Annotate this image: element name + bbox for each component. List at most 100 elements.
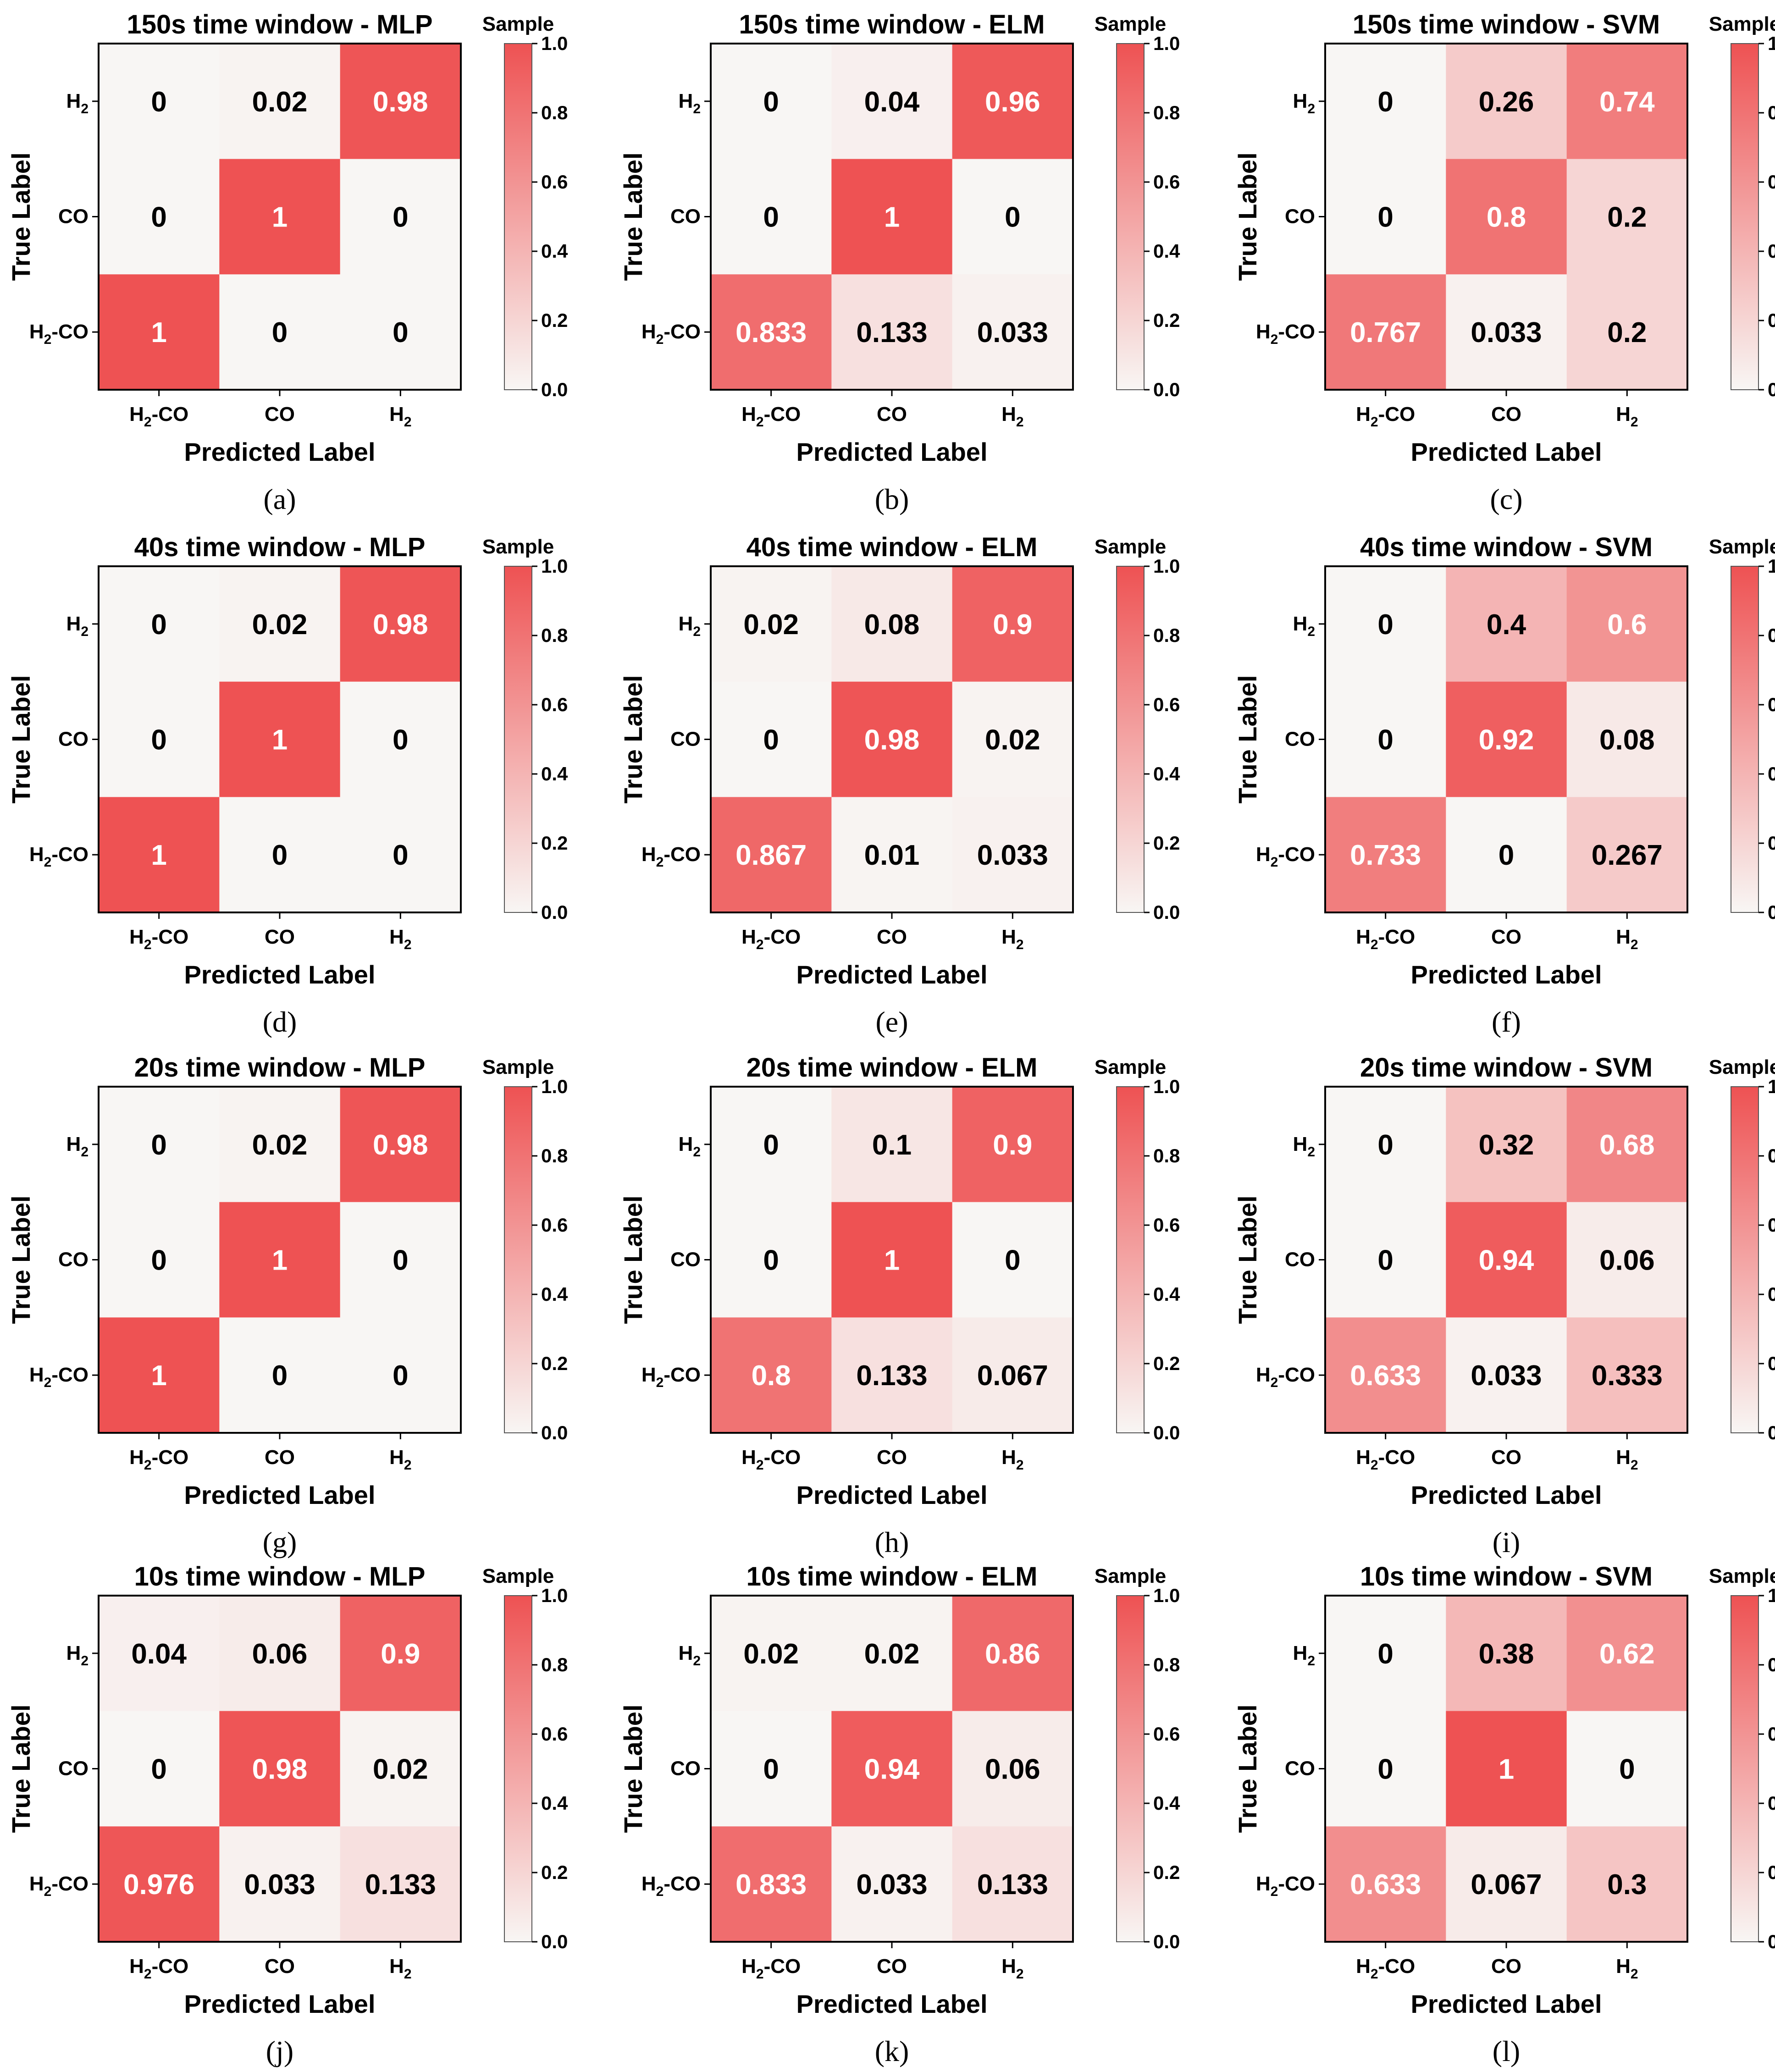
colorbar-title: Sample (1709, 1056, 1775, 1078)
cell-value: 0.2 (1607, 317, 1647, 348)
x-tick-label: CO (1491, 403, 1521, 425)
cell-value: 0.38 (1479, 1638, 1534, 1670)
heatmap-cell (952, 681, 1073, 797)
cell-value: 0 (1499, 840, 1514, 871)
x-tick-label: CO (265, 403, 295, 425)
y-tick-label: H2​ (66, 90, 88, 116)
heatmap-cell (1325, 1317, 1446, 1433)
x-tick-label: H2​-CO (741, 926, 801, 952)
colorbar-tick-label: 1.0 (1153, 33, 1180, 54)
x-tick-label: H2​ (1616, 1446, 1638, 1473)
x-tick-label: CO (265, 1955, 295, 1978)
heatmap-cell (711, 681, 832, 797)
x-tick-label: CO (1491, 1955, 1521, 1978)
colorbar-tick-label: 0.6 (1768, 1214, 1775, 1236)
heatmap-cell (340, 797, 461, 913)
cell-value: 1 (151, 1360, 166, 1392)
y-tick-label: H2​-CO (641, 843, 701, 870)
colorbar-tick-label: 0.8 (1153, 1145, 1180, 1166)
cell-value: 0.033 (977, 840, 1048, 871)
cell-value: 0.2 (1607, 202, 1647, 233)
colorbar-tick-label: 0.0 (1153, 901, 1180, 923)
heatmap-cell (219, 681, 341, 797)
colorbar-title: Sample (1095, 1056, 1167, 1078)
x-tick-label: H2​ (1616, 1955, 1638, 1982)
heatmap-cell (1325, 1202, 1446, 1318)
colorbar-tick-label: 0.0 (541, 1931, 568, 1952)
heatmap-cell (952, 44, 1073, 160)
colorbar-tick-label: 0.8 (1768, 1145, 1775, 1166)
cell-value: 0.02 (252, 86, 308, 118)
heatmap-cell (1446, 1202, 1567, 1318)
x-axis-label: Predicted Label (796, 1481, 987, 1509)
colorbar-tick-label: 0.0 (1768, 1422, 1775, 1443)
panel-caption: (d) (263, 1006, 297, 1038)
colorbar-tick-label: 0.0 (1768, 901, 1775, 923)
cell-value: 0.033 (244, 1869, 315, 1901)
heatmap-cell (831, 1317, 953, 1433)
panel-g: 20s time window - MLP 0 0.02 0.98 0 1 0 1 0 0 H2​ C… (6, 1053, 568, 1558)
y-tick-label: H2​-CO (1256, 1364, 1315, 1390)
colorbar-title: Sample (482, 13, 554, 35)
cell-value: 0.98 (252, 1754, 308, 1785)
heatmap-cell (1566, 566, 1688, 682)
cell-value: 0.067 (977, 1360, 1048, 1392)
panel-caption: (i) (1493, 1526, 1520, 1558)
heatmap-cell (1325, 1826, 1446, 1942)
colorbar-tick-label: 0.8 (541, 1145, 568, 1166)
x-tick-label: CO (877, 1446, 907, 1469)
colorbar-tick-label: 0.4 (541, 1283, 568, 1305)
cell-value: 0.6 (1607, 609, 1647, 641)
heatmap-cell (340, 1711, 461, 1827)
panel-caption: (g) (263, 1526, 297, 1558)
heatmap-cell (831, 274, 953, 390)
cell-value: 0.06 (1599, 1245, 1655, 1276)
heatmap-cell (831, 797, 953, 913)
colorbar-tick-label: 0.6 (541, 694, 568, 715)
cell-value: 0 (763, 1754, 779, 1785)
heatmap-cell (1325, 1596, 1446, 1712)
heatmap-cell (831, 44, 953, 160)
y-axis-label: True Label (619, 152, 647, 281)
heatmap-cell (1446, 681, 1567, 797)
colorbar-tick-label: 0.2 (541, 1353, 568, 1374)
x-tick-label: CO (877, 403, 907, 425)
heatmap-cell (340, 1596, 461, 1712)
heatmap-cell (831, 1711, 953, 1827)
y-tick-label: CO (670, 1757, 701, 1780)
cell-value: 0.92 (1479, 724, 1534, 756)
colorbar (1116, 43, 1145, 390)
heatmap-cell (1446, 566, 1567, 682)
cell-value: 0.02 (743, 1638, 799, 1670)
panel-title: 150s time window - ELM (739, 10, 1045, 39)
cell-value: 0.333 (1592, 1360, 1663, 1392)
x-axis-label: Predicted Label (184, 960, 375, 989)
cell-value: 0 (763, 202, 779, 233)
colorbar-tick-label: 1.0 (541, 1585, 568, 1606)
colorbar-title: Sample (1709, 13, 1775, 35)
heatmap-cell (1325, 274, 1446, 390)
colorbar (504, 566, 532, 913)
panel-title: 10s time window - ELM (746, 1562, 1038, 1591)
heatmap-cell (340, 1826, 461, 1942)
heatmap-cell (1566, 1087, 1688, 1203)
y-tick-label: H2​ (1293, 1133, 1315, 1160)
heatmap-cell (952, 274, 1073, 390)
heatmap-cell (340, 274, 461, 390)
y-axis-label: True Label (1233, 675, 1262, 803)
y-tick-label: CO (1285, 1249, 1315, 1271)
heatmap-cell (952, 797, 1073, 913)
panel-caption: (e) (875, 1006, 908, 1038)
x-tick-label: H2​ (1001, 1955, 1023, 1982)
y-axis-label: True Label (1233, 1195, 1262, 1324)
y-tick-label: CO (1285, 1757, 1315, 1780)
colorbar-tick-label: 0.4 (1153, 1792, 1180, 1814)
colorbar-tick-label: 0.0 (541, 379, 568, 400)
cell-value: 0.62 (1599, 1638, 1655, 1670)
y-axis-label: True Label (619, 1195, 647, 1324)
colorbar-title: Sample (482, 1565, 554, 1587)
y-tick-label: H2​ (679, 90, 701, 116)
heatmap-cell (1325, 44, 1446, 160)
cell-value: 0.8 (752, 1360, 791, 1392)
colorbar-tick-label: 1.0 (541, 1076, 568, 1097)
